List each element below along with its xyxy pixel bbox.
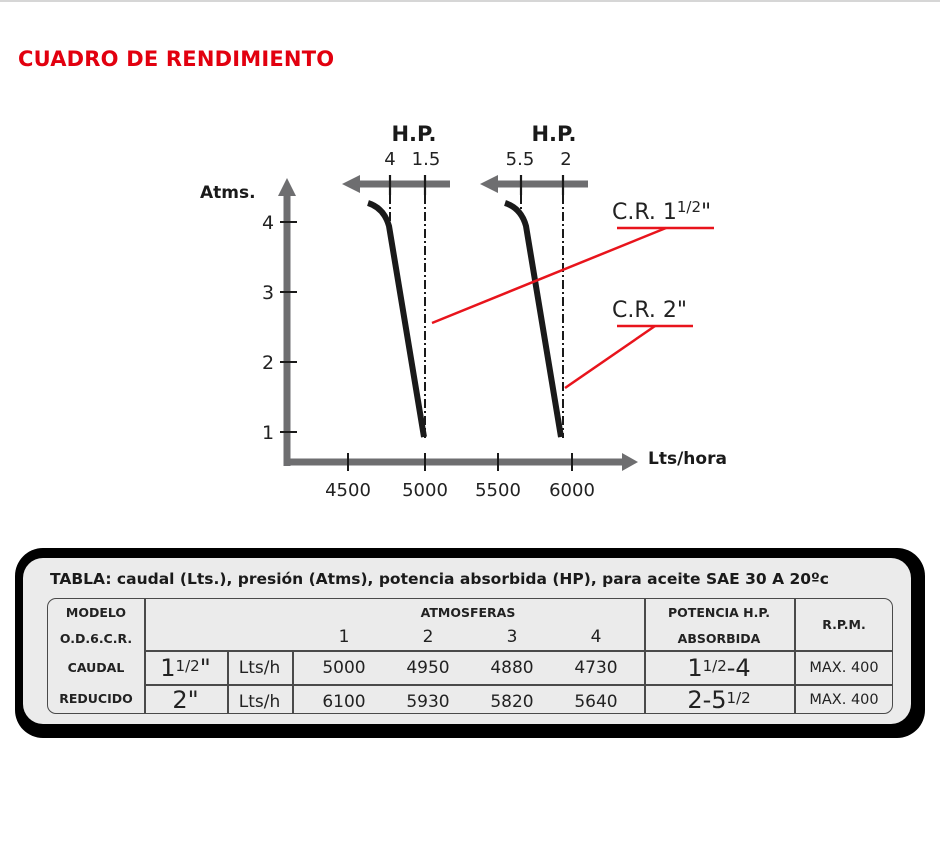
row-2-size: 2" [172, 685, 199, 714]
row-2-atm-1: 6100 [322, 691, 366, 712]
svg-text:5.5: 5.5 [506, 149, 535, 170]
header-atmosferas: ATMOSFERAS [420, 604, 516, 620]
hp-arrow-left-icon [480, 175, 498, 193]
row-2-rpm: MAX. 400 [809, 691, 879, 708]
row-2-atm-4: 5640 [574, 691, 618, 712]
row-label-reducido: REDUCIDO [59, 691, 133, 706]
performance-table-frame: TABLA: caudal (Lts.), presión (Atms), po… [15, 548, 925, 738]
svg-text:H.P.: H.P. [531, 122, 576, 146]
y-tick-2: 2 [262, 352, 274, 374]
row-1-unit: Lts/h [238, 657, 281, 678]
y-axis-label: Atms. [200, 183, 256, 203]
svg-text:2: 2 [560, 149, 571, 170]
header-absorbida: ABSORBIDA [677, 630, 761, 646]
x-tick-5500: 5500 [475, 480, 521, 501]
svg-text:C.R. 11/2": C.R. 11/2" [612, 198, 711, 225]
x-tick-5000: 5000 [402, 480, 448, 501]
x-tick-6000: 6000 [549, 480, 595, 501]
x-axis-arrow-icon [622, 453, 638, 471]
row-1-hp: 1 1/2 -4 [687, 653, 751, 682]
callout-cr-2: C.R. 2" [564, 298, 693, 390]
hp-arrow-left-icon [342, 175, 360, 193]
x-axis: 4500 5000 5500 6000 Lts/hora [284, 449, 727, 501]
y-axis-arrow-icon [278, 178, 296, 196]
row-2-atm-2: 5930 [406, 691, 450, 712]
row-1-atm-3: 4880 [490, 657, 534, 678]
svg-text:4: 4 [384, 149, 395, 170]
x-tick-4500: 4500 [325, 480, 371, 501]
hp-scale-1: H.P. 4 1.5 [342, 122, 450, 438]
row-2-unit: Lts/h [238, 691, 281, 712]
y-tick-4: 4 [262, 212, 274, 234]
curve-cr-2 [503, 200, 564, 438]
row-1-rpm: MAX. 400 [809, 659, 879, 676]
hp-scale-2: H.P. 5.5 2 [480, 122, 588, 438]
y-axis: 4 3 2 1 Atms. [200, 178, 297, 466]
row-2-atm-3: 5820 [490, 691, 534, 712]
row-1-atm-4: 4730 [574, 657, 618, 678]
row-1-atm-1: 5000 [322, 657, 366, 678]
top-divider [0, 0, 940, 2]
y-tick-1: 1 [262, 422, 274, 444]
table-caption: TABLA: caudal (Lts.), presión (Atms), po… [50, 570, 829, 588]
header-atm-4: 4 [590, 627, 602, 647]
callout-cr-1-1-2: C.R. 11/2" [431, 198, 714, 325]
header-modelo: MODELO [65, 604, 127, 620]
svg-text:H.P.: H.P. [391, 122, 436, 146]
y-tick-3: 3 [262, 282, 274, 304]
svg-text:C.R. 2": C.R. 2" [612, 298, 687, 323]
svg-text:1.5: 1.5 [412, 149, 441, 170]
x-axis-label: Lts/hora [648, 449, 727, 469]
curve-cr-1-1-2 [366, 200, 427, 438]
page-title: CUADRO DE RENDIMIENTO [18, 47, 335, 71]
header-modelo-code: O.D.6.C.R. [59, 630, 133, 646]
header-potencia: POTENCIA H.P. [668, 604, 770, 620]
row-1-size: 1 1/2 " [160, 653, 211, 682]
row-label-caudal: CAUDAL [67, 660, 125, 675]
header-atm-3: 3 [506, 627, 518, 647]
performance-table: MODELO O.D.6.C.R. CAUDAL REDUCIDO ATMOSF… [47, 598, 893, 714]
row-2-hp: 2-5 1/2 [687, 685, 751, 714]
performance-chart: 4 3 2 1 Atms. 4500 5000 5500 6000 Lts/ho… [200, 122, 727, 501]
performance-table-panel: TABLA: caudal (Lts.), presión (Atms), po… [23, 558, 911, 724]
row-1-atm-2: 4950 [406, 657, 450, 678]
header-atm-1: 1 [338, 627, 350, 647]
header-atm-2: 2 [422, 627, 434, 647]
header-rpm: R.P.M. [822, 616, 866, 632]
